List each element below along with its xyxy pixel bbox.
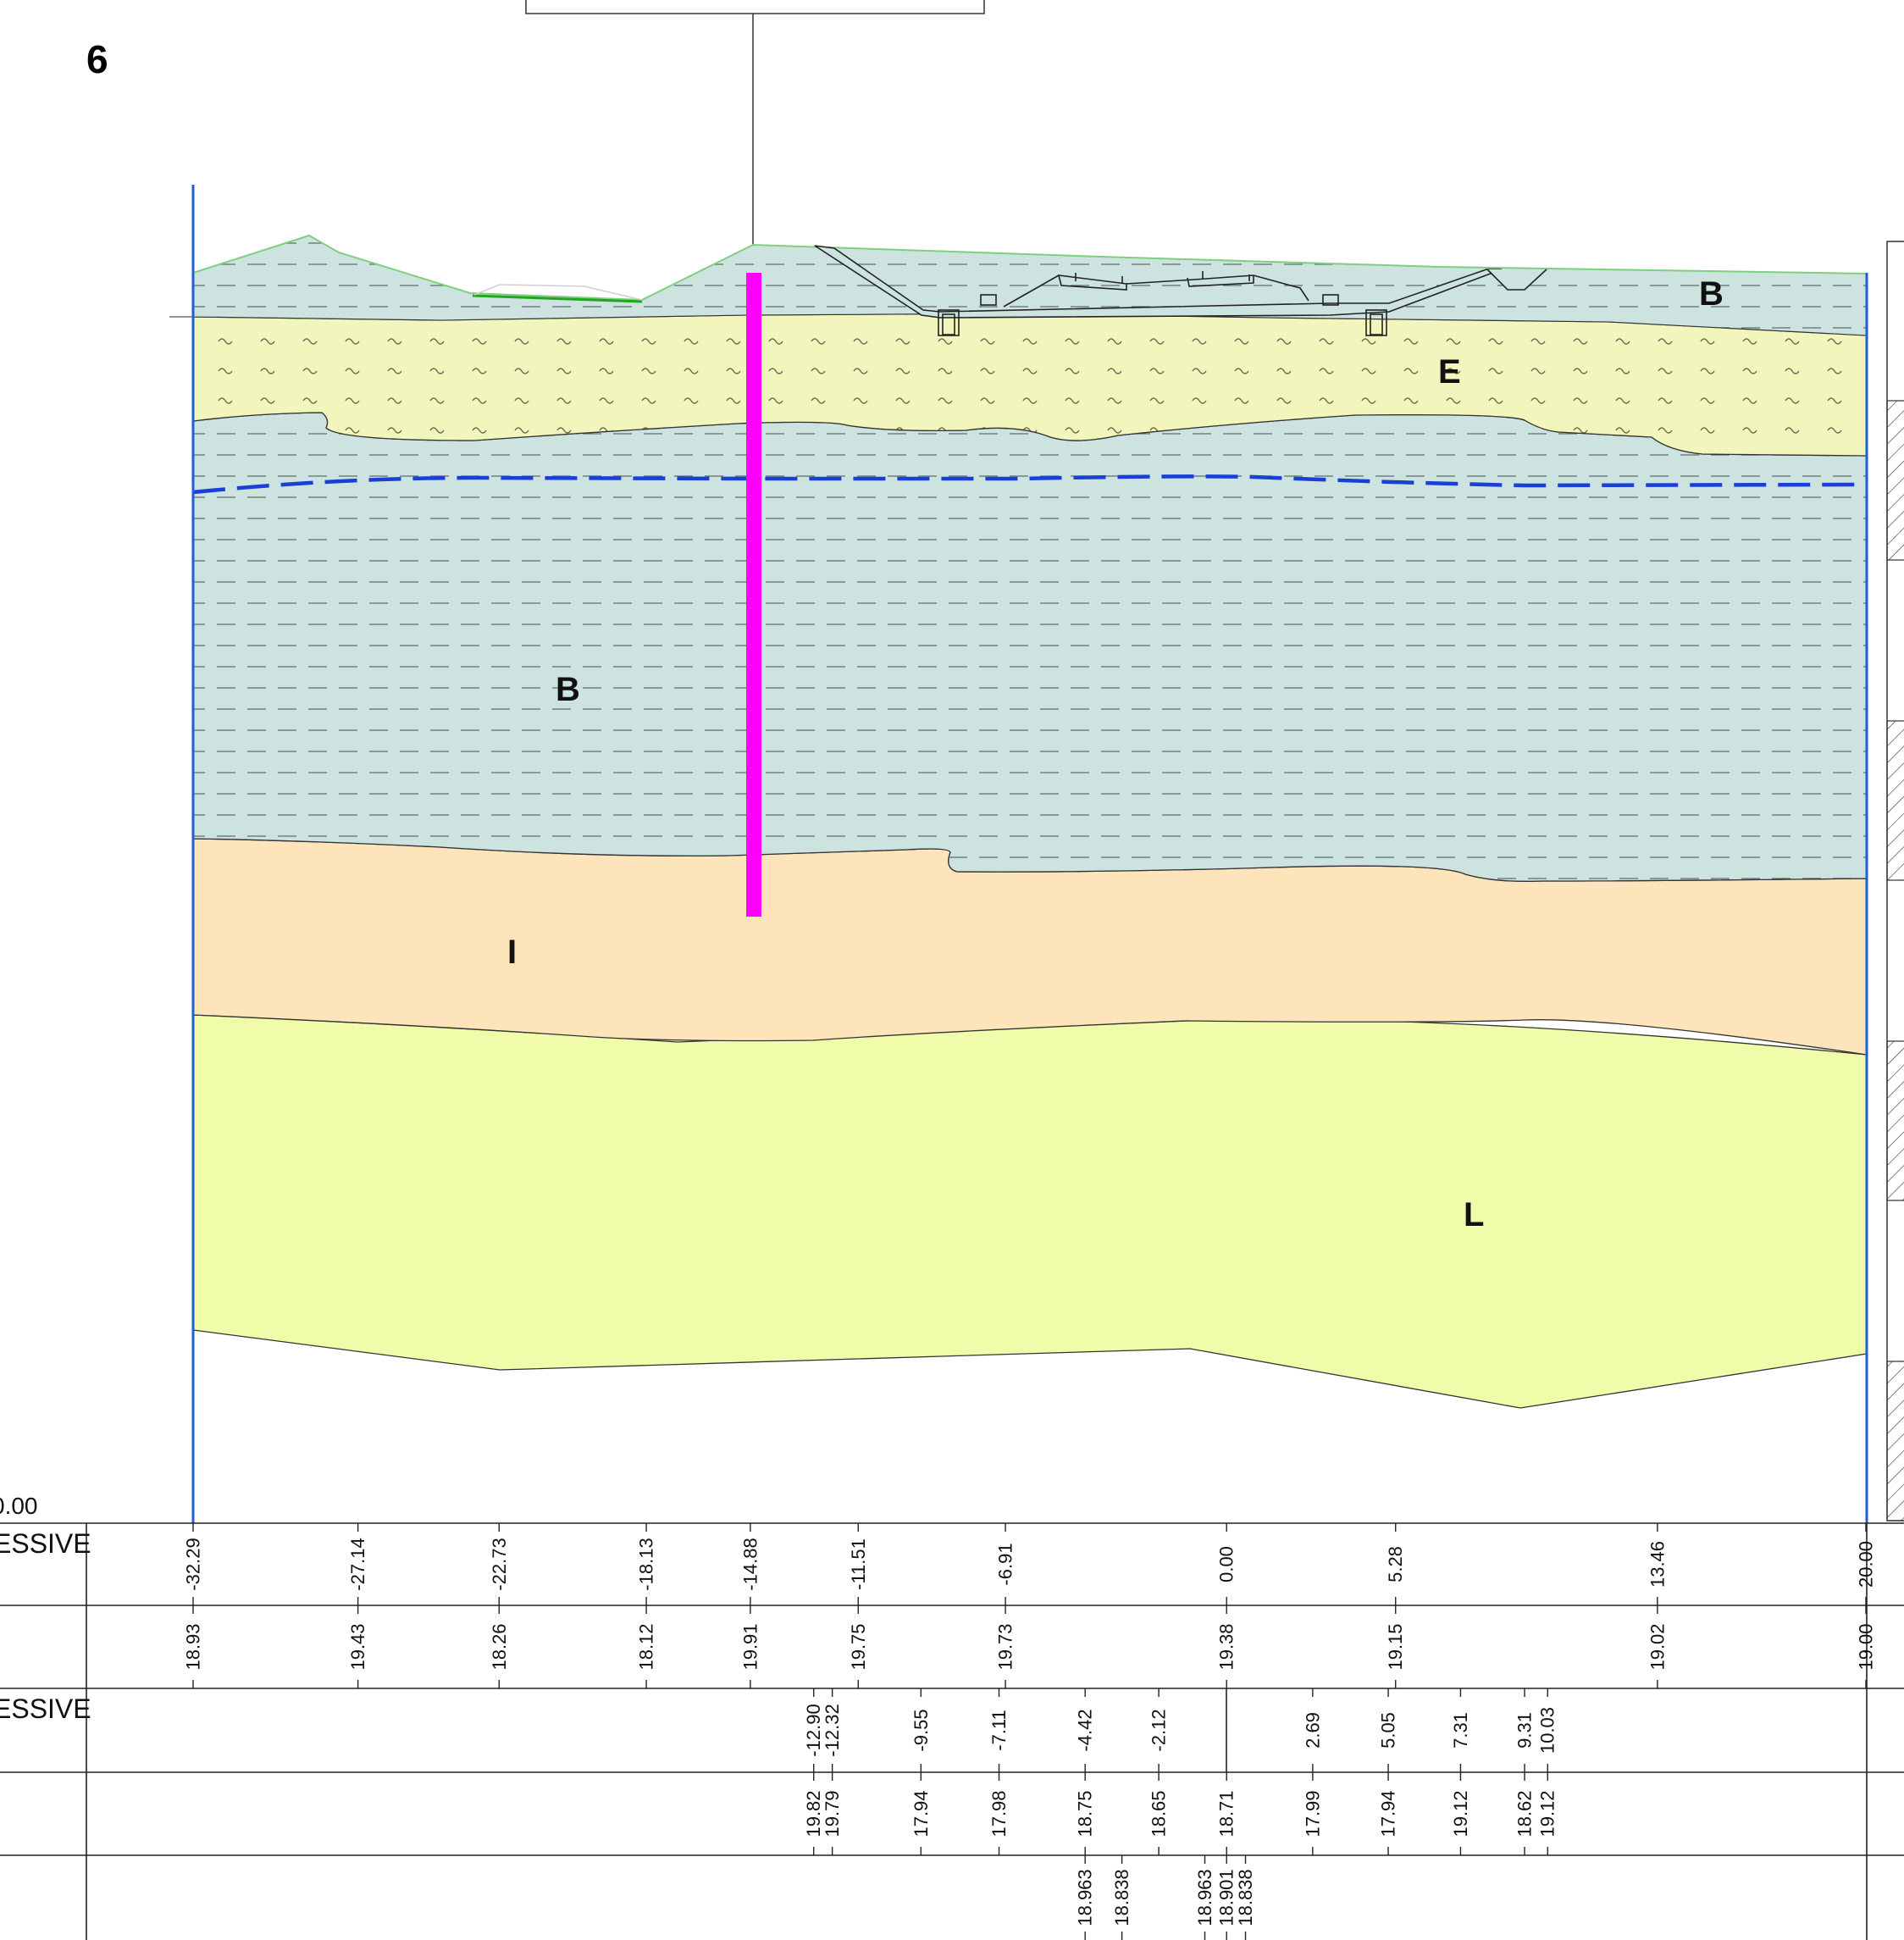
table-value-elevation-1-10: 19.00 <box>1856 1623 1877 1670</box>
table-value-progressive-1-6: -6.91 <box>995 1543 1016 1585</box>
table-value-elevation-2-2: 17.94 <box>910 1790 932 1837</box>
railway-structure <box>814 245 1547 336</box>
table-value-elevation-2-1: 19.79 <box>822 1790 843 1837</box>
layer-labels: B E B I L <box>507 275 1724 1233</box>
table-value-progressive-2-9: 9.31 <box>1514 1712 1536 1749</box>
layer-label-L: L <box>1464 1196 1484 1233</box>
right-scale-bar <box>1886 241 1904 1522</box>
table-value-progressive-1-5: -11.51 <box>848 1538 869 1590</box>
table-value-progressive-1-8: 5.28 <box>1385 1546 1406 1582</box>
table-value-rail-elevation-1: 18.838 <box>1111 1869 1132 1926</box>
table-value-rail-elevation-0: 18.963 <box>1075 1869 1096 1926</box>
row-label-progressive-1: ESSIVE <box>0 1528 91 1559</box>
table-value-elevation-2-11: 19.12 <box>1537 1790 1558 1837</box>
table-value-elevation-1-4: 19.91 <box>739 1623 761 1670</box>
layer-B-main <box>193 412 1867 882</box>
data-table <box>0 1522 1904 1940</box>
table-value-progressive-2-4: -4.42 <box>1075 1709 1096 1751</box>
table-value-progressive-2-3: -7.11 <box>988 1710 1010 1751</box>
layer-E <box>193 313 1867 457</box>
water-table-line <box>192 474 1868 495</box>
table-value-elevation-2-4: 18.75 <box>1075 1790 1096 1837</box>
geological-layers <box>193 234 1867 1409</box>
table-value-elevation-2-3: 17.98 <box>988 1790 1010 1837</box>
table-value-progressive-1-4: -14.88 <box>739 1538 761 1590</box>
table-value-progressive-1-3: -18.13 <box>636 1538 657 1590</box>
table-value-progressive-2-5: -2.12 <box>1148 1709 1170 1751</box>
table-value-progressive-2-7: 5.05 <box>1378 1712 1399 1749</box>
table-value-rail-elevation-2: 18.963 <box>1194 1869 1215 1926</box>
table-value-elevation-1-1: 19.43 <box>347 1623 368 1670</box>
table-value-elevation-1-3: 18.12 <box>636 1623 657 1670</box>
table-value-elevation-1-7: 19.38 <box>1216 1623 1237 1670</box>
layer-label-E: E <box>1438 353 1461 391</box>
row-label-progressive-2: ESSIVE <box>0 1693 91 1724</box>
table-value-elevation-1-2: 18.26 <box>489 1623 510 1670</box>
table-values: -32.29 -27.14 -22.73 -18.13 -14.88 -11.51 -6.9… <box>183 1523 1877 1940</box>
table-value-progressive-2-10: 10.03 <box>1537 1707 1558 1754</box>
table-value-elevation-1-0: 18.93 <box>183 1623 204 1670</box>
table-value-rail-elevation-4: 18.838 <box>1235 1869 1256 1926</box>
layer-label-I: I <box>507 934 517 971</box>
table-value-elevation-2-7: 17.99 <box>1302 1790 1323 1837</box>
layer-label-B-main: B <box>556 671 580 708</box>
table-value-elevation-1-9: 19.02 <box>1647 1623 1668 1670</box>
table-value-progressive-1-0: -32.29 <box>183 1538 204 1590</box>
table-value-elevation-2-10: 18.62 <box>1514 1790 1536 1837</box>
table-value-elevation-1-5: 19.75 <box>848 1623 869 1670</box>
table-value-progressive-1-2: -22.73 <box>489 1538 510 1590</box>
table-value-elevation-1-6: 19.73 <box>995 1623 1016 1670</box>
table-value-progressive-2-6: 2.69 <box>1302 1712 1323 1749</box>
table-value-progressive-1-9: 13.46 <box>1647 1541 1668 1588</box>
table-value-progressive-2-0: -12.90 <box>803 1704 824 1756</box>
table-value-progressive-2-2: -9.55 <box>910 1709 932 1751</box>
table-value-elevation-2-8: 17.94 <box>1378 1790 1399 1837</box>
table-value-progressive-1-7: 0.00 <box>1216 1546 1237 1582</box>
datum-label: 0.00 <box>0 1493 38 1519</box>
table-value-elevation-2-9: 19.12 <box>1450 1790 1471 1837</box>
table-value-progressive-1-1: -27.14 <box>347 1538 368 1590</box>
borehole-column <box>746 273 761 917</box>
table-value-progressive-2-1: -12.32 <box>822 1704 843 1756</box>
layer-L <box>193 1014 1867 1409</box>
table-value-progressive-1-10: 20.00 <box>1856 1541 1877 1588</box>
table-value-rail-elevation-3: 18.901 <box>1216 1869 1237 1926</box>
table-value-progressive-2-8: 7.31 <box>1450 1712 1471 1749</box>
table-value-elevation-1-8: 19.15 <box>1385 1623 1406 1670</box>
title-box <box>525 0 985 14</box>
cut-slope-line <box>472 294 643 303</box>
cut-slope-ghost <box>473 284 643 301</box>
section-number: 6 <box>86 37 108 81</box>
table-value-elevation-2-6: 18.71 <box>1216 1790 1237 1837</box>
layer-label-B-top: B <box>1699 275 1724 313</box>
table-value-elevation-2-0: 19.82 <box>803 1790 824 1837</box>
table-value-elevation-2-5: 18.65 <box>1148 1790 1170 1837</box>
